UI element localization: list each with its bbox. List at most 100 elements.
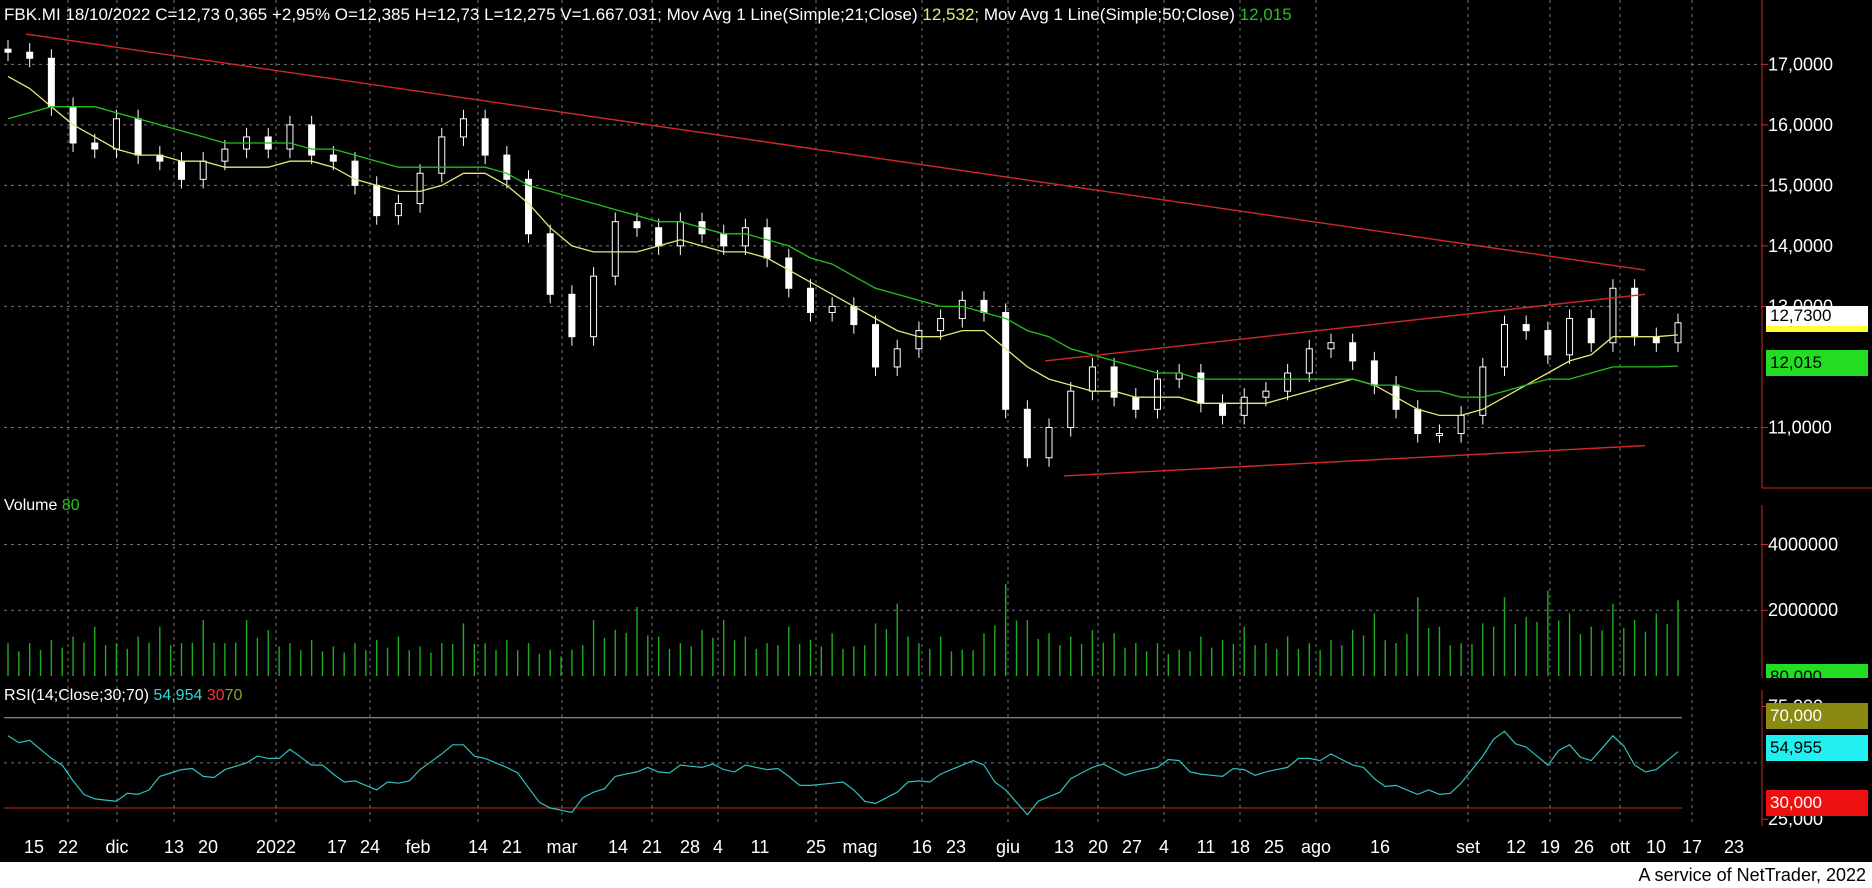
candle-body: [438, 136, 446, 174]
candle-body: [1652, 336, 1660, 344]
candle-body: [763, 227, 771, 259]
candle-body: [1566, 318, 1574, 356]
x-axis-label: 17: [1682, 837, 1702, 857]
candle-body: [1262, 390, 1270, 398]
rsi-panel-label: RSI(14;Close;30;70) 54,954 3070: [4, 686, 242, 706]
candle-body: [112, 118, 120, 150]
candle-body: [1240, 396, 1248, 416]
candle-body: [958, 299, 966, 320]
rsi-badge-low: 30,000: [1766, 790, 1868, 816]
footer-credit: A service of NetTrader, 2022: [1638, 865, 1866, 885]
x-axis-label: giu: [996, 837, 1020, 857]
candle-body: [91, 142, 99, 150]
x-axis-label: 21: [502, 837, 522, 857]
candle-body: [286, 124, 294, 150]
candle-body: [850, 305, 858, 326]
candle-body: [741, 227, 749, 247]
price-axis-label: 17,0000: [1768, 54, 1833, 74]
x-axis-label: ago: [1301, 837, 1331, 857]
x-axis-label: 20: [198, 837, 218, 857]
candle-body: [1284, 372, 1292, 392]
candle-body: [590, 275, 598, 338]
candle-body: [872, 324, 880, 368]
x-axis-label: 11: [1197, 837, 1216, 857]
candle-body: [134, 118, 142, 156]
x-axis-label: mar: [547, 837, 578, 857]
candle-body: [1522, 324, 1530, 332]
candle-body: [1327, 342, 1335, 350]
x-axis-label: 20: [1088, 837, 1108, 857]
header-sep-2: ;: [974, 5, 980, 24]
x-axis-label: 25: [1264, 837, 1284, 857]
price-axis-label: 14,0000: [1768, 236, 1833, 256]
candle-body: [1002, 311, 1010, 410]
volume-panel-label: Volume 80: [4, 496, 80, 516]
rsi-low: 30: [206, 687, 225, 704]
candle-body: [503, 154, 511, 180]
header-ma21-label: Mov Avg 1 Line(Simple;21;Close): [666, 5, 918, 24]
candle-body: [47, 57, 55, 108]
rsi-line: [7, 730, 1679, 816]
candle-body: [915, 330, 923, 350]
candle-body: [655, 227, 663, 247]
price-badge-last: 12,7300: [1766, 306, 1868, 326]
candle-body: [1500, 324, 1508, 368]
trendline-1: [1044, 293, 1646, 362]
x-axis-label: feb: [405, 837, 430, 857]
candle-body: [394, 203, 402, 217]
candle-body: [1219, 402, 1227, 416]
candle-body: [351, 160, 359, 186]
candle-body: [1153, 378, 1161, 410]
price-badge-ma50: 12,015: [1766, 350, 1868, 376]
x-axis-label: 23: [1724, 837, 1744, 857]
candle-body: [1067, 390, 1075, 428]
x-axis-label: dic: [105, 837, 128, 857]
header-ma21-value: 12,532: [922, 5, 975, 24]
candle-body: [676, 221, 684, 247]
candle-body: [1370, 360, 1378, 386]
rsi-value: 54,954: [153, 687, 203, 704]
candle-body: [1110, 366, 1118, 398]
candle-body: [828, 305, 836, 313]
x-axis-label: 19: [1540, 837, 1560, 857]
rsi-badge-value: 54,955: [1766, 735, 1868, 761]
candle-body: [178, 160, 186, 180]
candle-body: [1023, 408, 1031, 459]
candle-body: [308, 124, 316, 156]
x-axis-label: 22: [58, 837, 78, 857]
x-axis-label: 26: [1574, 837, 1594, 857]
x-axis-label: 23: [946, 837, 966, 857]
candle-body: [199, 160, 207, 180]
candle-body: [1544, 330, 1552, 356]
price-axis-label: 16,0000: [1768, 115, 1833, 135]
x-axis-label: 24: [360, 837, 380, 857]
x-axis-label: 18: [1230, 837, 1250, 857]
x-axis-label: 13: [1054, 837, 1074, 857]
header-ma50-label: Mov Avg 1 Line(Simple;50;Close): [983, 5, 1235, 24]
ma50-line: [7, 106, 1679, 398]
header-sep: ;: [657, 5, 662, 24]
x-axis-label: 15: [24, 837, 44, 857]
candle-body: [720, 233, 728, 247]
x-axis-label: 4: [1159, 837, 1169, 857]
header-symbol: FBK.MI 18/10/2022: [4, 5, 151, 24]
chart-header: FBK.MI 18/10/2022 C=12,73 0,365 +2,95% O…: [4, 5, 1292, 25]
candle-body: [4, 48, 12, 53]
candle-body: [1088, 366, 1096, 392]
candle-body: [26, 51, 34, 59]
candle-body: [1305, 348, 1313, 374]
candle-body: [1435, 433, 1443, 437]
candle-body: [329, 154, 337, 162]
candle-body: [481, 118, 489, 156]
x-axis-label: 28: [680, 837, 700, 857]
x-axis-label: 12: [1506, 837, 1526, 857]
x-axis-label: 27: [1122, 837, 1142, 857]
candle-body: [937, 318, 945, 332]
candle-body: [980, 299, 988, 313]
rsi-badge-high: 70,000: [1766, 703, 1868, 729]
x-axis-label: 17: [327, 837, 347, 857]
candle-body: [416, 172, 424, 205]
candle-body: [568, 293, 576, 338]
candle-body: [1132, 396, 1140, 410]
candle-body: [459, 118, 467, 138]
